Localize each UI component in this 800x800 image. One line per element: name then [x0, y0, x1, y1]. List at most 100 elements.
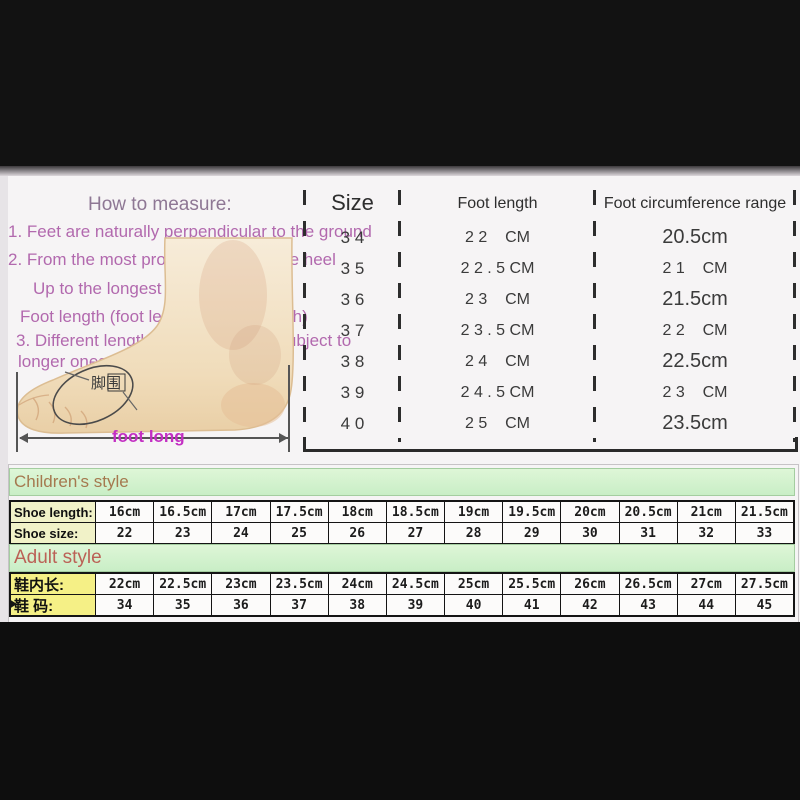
insole-length-label: 鞋内长: [11, 574, 95, 594]
circumference-value: 21.5cm [662, 288, 728, 310]
size-value: 3 5 [340, 258, 365, 278]
shoe-length-cell: 20.5cm [618, 502, 677, 522]
circumference-column-header: Foot circumference range [603, 195, 787, 212]
shoe-length-cell: 19cm [444, 502, 502, 522]
foot-illustration: 脚围 [16, 237, 294, 434]
arrow-end-bar-right [288, 365, 290, 452]
shoe-size-cell: 22 [95, 523, 153, 543]
instruction-line-3: Up to the longest toe [33, 279, 190, 298]
circumference-value: 22.5cm [662, 350, 728, 372]
size-value: 3 4 [340, 227, 365, 247]
size-table-row: 3 5 2 2 . 5 CM 2 1 CM [305, 253, 795, 284]
size-table-bottom-border [303, 449, 798, 452]
size-table: 3 4 2 2 CM 20.5cm 3 5 2 2 . 5 CM 2 1 CM … [305, 222, 795, 439]
insole-length-cell: 24cm [327, 574, 386, 594]
adult-size-cell: 36 [211, 595, 269, 615]
size-value: 3 8 [340, 351, 365, 371]
shoe-size-cell: 32 [676, 523, 735, 543]
insole-length-cell: 25cm [444, 574, 502, 594]
foot-length-value: 2 2 CM [465, 228, 530, 246]
foot-length-value: 2 2 . 5 CM [460, 259, 535, 277]
insole-length-cell: 26.5cm [618, 574, 677, 594]
shoe-size-cell: 27 [385, 523, 444, 543]
foot-girth-loop [52, 364, 134, 426]
insole-length-cell: 22.5cm [153, 574, 211, 594]
shoe-length-cell: 17.5cm [269, 502, 328, 522]
insole-length-cell: 27cm [676, 574, 735, 594]
adult-size-cell: 44 [676, 595, 735, 615]
size-table-row: 3 9 2 4 . 5 CM 2 3 CM [305, 377, 795, 408]
shoe-code-label: 鞋 码: [11, 595, 95, 615]
foot-length-column-header: Foot length [457, 195, 538, 212]
size-value: 3 7 [340, 320, 365, 340]
table-divider [793, 190, 796, 442]
circumference-value: 2 2 CM [662, 321, 728, 339]
insole-length-cell: 27.5cm [734, 574, 793, 594]
how-to-measure-title: How to measure: [88, 194, 232, 215]
foot-girth-label: 脚围 [91, 375, 121, 392]
shoe-length-cell: 16cm [95, 502, 153, 522]
shoe-size-cell: 23 [153, 523, 211, 543]
circumference-value: 23.5cm [662, 412, 728, 434]
border-stub [303, 437, 306, 450]
circumference-value: 20.5cm [662, 226, 728, 248]
left-marker-triangle-icon [9, 599, 17, 609]
adult-size-cell: 37 [269, 595, 328, 615]
shoe-size-cell: 29 [502, 523, 560, 543]
adult-size-cell: 40 [444, 595, 502, 615]
adult-size-cell: 39 [385, 595, 444, 615]
shoe-size-label: Shoe size: [11, 523, 95, 543]
adult-size-cell: 42 [560, 595, 618, 615]
adult-length-row: 鞋内长: 22cm 22.5cm 23cm 23.5cm 24cm 24.5cm 25cm 2… [11, 574, 793, 594]
shoe-length-cell: 21cm [676, 502, 735, 522]
shoe-size-cell: 28 [444, 523, 502, 543]
foot-length-value: 2 4 . 5 CM [460, 383, 535, 401]
size-table-row: 3 7 2 3 . 5 CM 2 2 CM [305, 315, 795, 346]
foot-length-value: 2 3 . 5 CM [460, 321, 535, 339]
shoe-size-cell: 31 [618, 523, 677, 543]
border-stub [795, 437, 798, 450]
insole-length-cell: 23.5cm [269, 574, 328, 594]
size-column-header: Size [331, 190, 374, 215]
adult-style-header: Adult style [9, 544, 795, 572]
shoe-length-cell: 18cm [327, 502, 386, 522]
size-table-row: 4 0 2 5 CM 23.5cm [305, 408, 795, 439]
adult-size-cell: 35 [153, 595, 211, 615]
shoe-length-cell: 18.5cm [385, 502, 444, 522]
children-size-row: Shoe size: 22 23 24 25 26 27 28 29 30 31 32 33 [11, 522, 793, 543]
size-value: 4 0 [340, 413, 365, 433]
foot-length-label: foot long [112, 427, 185, 446]
top-letterbox-bar [0, 0, 800, 166]
circumference-value: 2 3 CM [662, 383, 728, 401]
size-value: 3 6 [340, 289, 365, 309]
size-table-row: 3 8 2 4 CM 22.5cm [305, 346, 795, 377]
shoe-length-cell: 20cm [560, 502, 618, 522]
arrowhead-left-icon [19, 433, 28, 443]
table-divider [398, 190, 401, 442]
size-table-row: 3 6 2 3 CM 21.5cm [305, 284, 795, 315]
insole-length-cell: 22cm [95, 574, 153, 594]
shoe-length-label: Shoe length: [11, 502, 95, 522]
table-divider [303, 190, 306, 442]
adult-size-cell: 45 [734, 595, 793, 615]
adult-size-cell: 43 [618, 595, 677, 615]
size-value: 3 9 [340, 382, 365, 402]
size-table-row: 3 4 2 2 CM 20.5cm [305, 222, 795, 253]
insole-length-cell: 25.5cm [502, 574, 560, 594]
left-margin-strip [0, 176, 8, 622]
shoe-size-cell: 24 [211, 523, 269, 543]
bottom-letterbox-bar [0, 622, 800, 800]
adult-size-table: 鞋内长: 22cm 22.5cm 23cm 23.5cm 24cm 24.5cm 25cm 2… [9, 572, 795, 617]
adult-style-title: Adult style [14, 547, 102, 568]
shoe-size-cell: 33 [734, 523, 793, 543]
shoe-size-cell: 26 [327, 523, 386, 543]
shoe-length-cell: 17cm [211, 502, 269, 522]
top-bar-edge [0, 166, 800, 176]
adult-size-cell: 34 [95, 595, 153, 615]
shoe-length-cell: 19.5cm [502, 502, 560, 522]
insole-length-cell: 26cm [560, 574, 618, 594]
foot-length-value: 2 5 CM [465, 414, 530, 432]
foot-length-value: 2 3 CM [465, 290, 530, 308]
shoe-size-cell: 25 [269, 523, 328, 543]
